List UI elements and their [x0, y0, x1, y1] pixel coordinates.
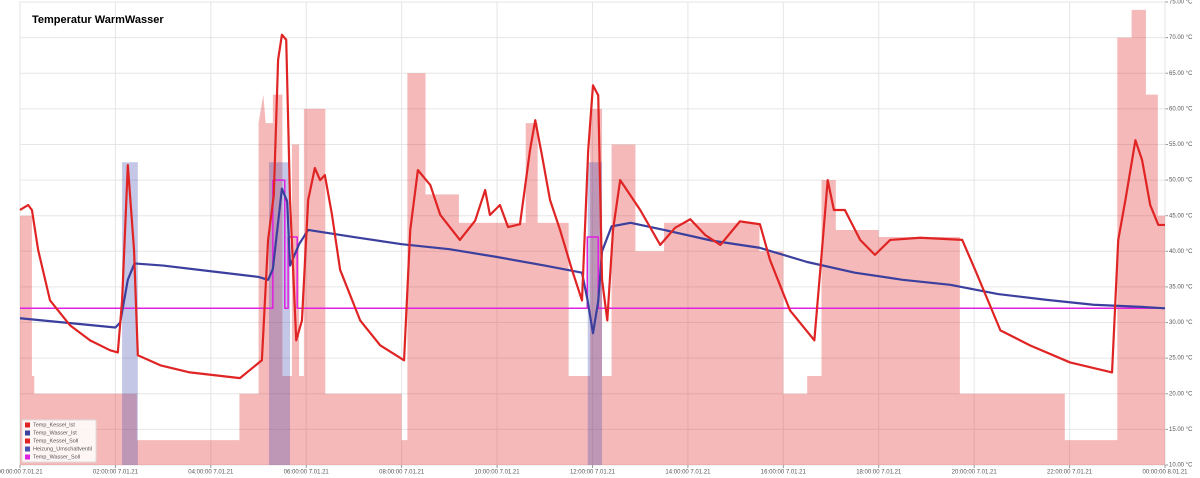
x-tick-label: 08:00:00 7.01.21	[379, 470, 425, 476]
y-tick-label: 45.00 °C	[1169, 213, 1193, 219]
legend-label: Temp_Kessel_Ist	[33, 422, 75, 428]
x-tick-label: 22:00:00 7.01.21	[1047, 470, 1093, 476]
y-tick-label: 50.00 °C	[1169, 178, 1193, 184]
series-area	[20, 162, 1165, 465]
legend-swatch	[25, 430, 30, 436]
legend-label: Temp_Wasser_Ist	[33, 430, 77, 436]
y-tick-label: 60.00 °C	[1169, 106, 1193, 112]
x-tick-label: 12:00:00 7.01.21	[570, 470, 616, 476]
x-tick-label: 10:00:00 7.01.21	[475, 470, 521, 476]
x-tick-label: 00:00:00 8.01.21	[1142, 470, 1188, 476]
y-tick-label: 35.00 °C	[1169, 285, 1193, 291]
legend-label: Heizung_Umschaltventil	[33, 446, 92, 452]
y-tick-label: 75.00 °C	[1169, 0, 1193, 6]
x-tick-label: 14:00:00 7.01.21	[665, 470, 711, 476]
legend-label: Temp_Wasser_Soll	[33, 454, 80, 460]
legend-label: Temp_Kessel_Soll	[33, 438, 78, 444]
y-tick-label: 65.00 °C	[1169, 71, 1193, 77]
y-tick-label: 30.00 °C	[1169, 320, 1193, 326]
x-tick-label: 20:00:00 7.01.21	[952, 470, 998, 476]
y-tick-label: 20.00 °C	[1169, 391, 1193, 397]
legend-box	[21, 419, 97, 463]
x-tick-label: 06:00:00 7.01.21	[284, 470, 330, 476]
legend-swatch	[25, 422, 30, 428]
x-tick-label: 16:00:00 7.01.21	[761, 470, 807, 476]
x-tick-label: 00:00:00 7.01.21	[0, 470, 43, 476]
y-tick-label: 40.00 °C	[1169, 249, 1193, 255]
y-tick-label: 55.00 °C	[1169, 142, 1193, 148]
legend-swatch	[25, 446, 30, 452]
y-tick-label: 70.00 °C	[1169, 35, 1193, 41]
legend-swatch	[25, 454, 30, 460]
x-tick-label: 18:00:00 7.01.21	[856, 470, 902, 476]
chart-title: Temperatur WarmWasser	[32, 14, 164, 26]
x-tick-label: 02:00:00 7.01.21	[93, 470, 139, 476]
legend-swatch	[25, 438, 30, 444]
x-tick-label: 04:00:00 7.01.21	[188, 470, 234, 476]
series-line	[19, 33, 1165, 380]
y-tick-label: 25.00 °C	[1169, 356, 1193, 362]
y-tick-label: 15.00 °C	[1169, 427, 1193, 433]
series-line	[19, 187, 1166, 335]
y-tick-label: 10.00 °C	[1169, 463, 1193, 469]
